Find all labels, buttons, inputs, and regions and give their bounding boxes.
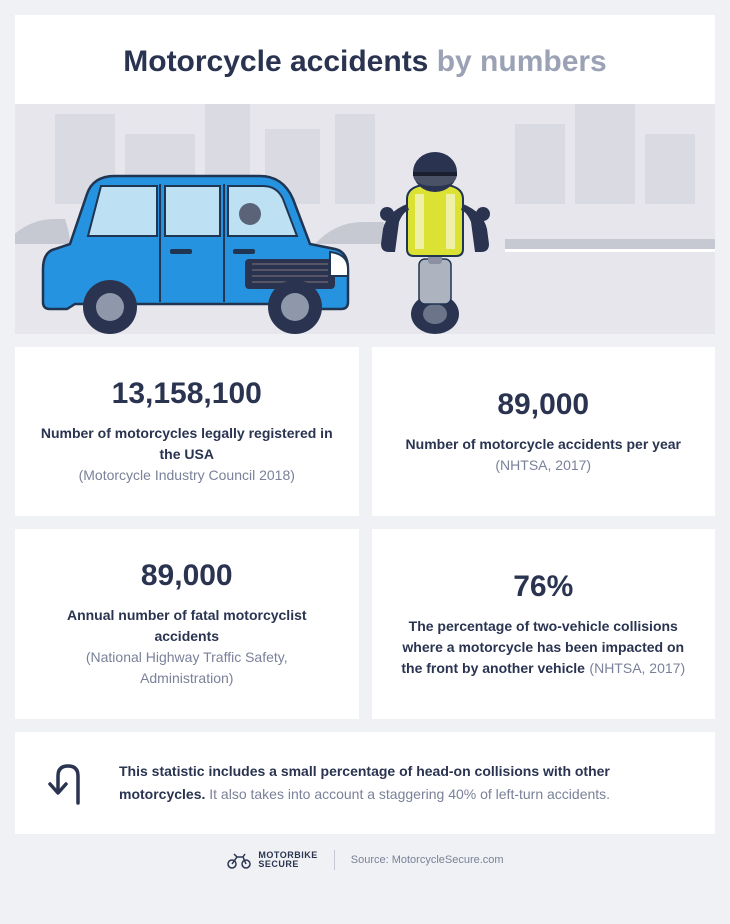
title-main: Motorcycle accidents: [123, 45, 436, 78]
stat-value: 76%: [396, 570, 692, 604]
u-turn-icon: [45, 758, 95, 808]
stat-label: Number of motorcycle accidents per year: [406, 436, 681, 452]
stat-value: 89,000: [39, 559, 335, 593]
stat-card-registered: 13,158,100 Number of motorcycles legally…: [15, 347, 359, 516]
motorbike-logo-icon: [226, 851, 252, 869]
note-card: This statistic includes a small percenta…: [15, 732, 715, 834]
infographic-container: Motorcycle accidents by numbers: [0, 0, 730, 924]
note-rest: It also takes into account a staggering …: [205, 786, 610, 802]
hero-illustration: [15, 104, 715, 334]
stat-value: 13,158,100: [39, 377, 335, 411]
footer-brand: MOTORBIKE SECURE: [226, 851, 317, 869]
stat-source: (National Highway Traffic Safety, Admini…: [39, 647, 335, 689]
stat-value: 89,000: [396, 388, 692, 422]
hero-panel: Motorcycle accidents by numbers: [15, 15, 715, 334]
traffic-scene-icon: [15, 104, 715, 334]
title-light: by numbers: [437, 45, 607, 78]
footer: MOTORBIKE SECURE Source: MotorcycleSecur…: [15, 850, 715, 878]
brand-text: MOTORBIKE SECURE: [258, 851, 317, 869]
note-text: This statistic includes a small percenta…: [119, 760, 685, 806]
stats-grid: 13,158,100 Number of motorcycles legally…: [15, 347, 715, 719]
footer-divider: [334, 850, 335, 870]
stat-source: (NHTSA, 2017): [589, 660, 685, 676]
page-title: Motorcycle accidents by numbers: [15, 45, 715, 104]
footer-source: Source: MotorcycleSecure.com: [351, 854, 504, 866]
stat-source: (NHTSA, 2017): [495, 457, 591, 473]
stat-card-accidents: 89,000 Number of motorcycle accidents pe…: [372, 347, 716, 516]
brand-line-2: SECURE: [258, 860, 317, 869]
stat-card-fatal: 89,000 Annual number of fatal motorcycli…: [15, 529, 359, 719]
stat-label: Annual number of fatal motorcyclist acci…: [39, 605, 335, 647]
stat-card-front-impact: 76% The percentage of two-vehicle collis…: [372, 529, 716, 719]
stat-label: Number of motorcycles legally registered…: [39, 423, 335, 465]
stat-source: (Motorcycle Industry Council 2018): [39, 465, 335, 486]
